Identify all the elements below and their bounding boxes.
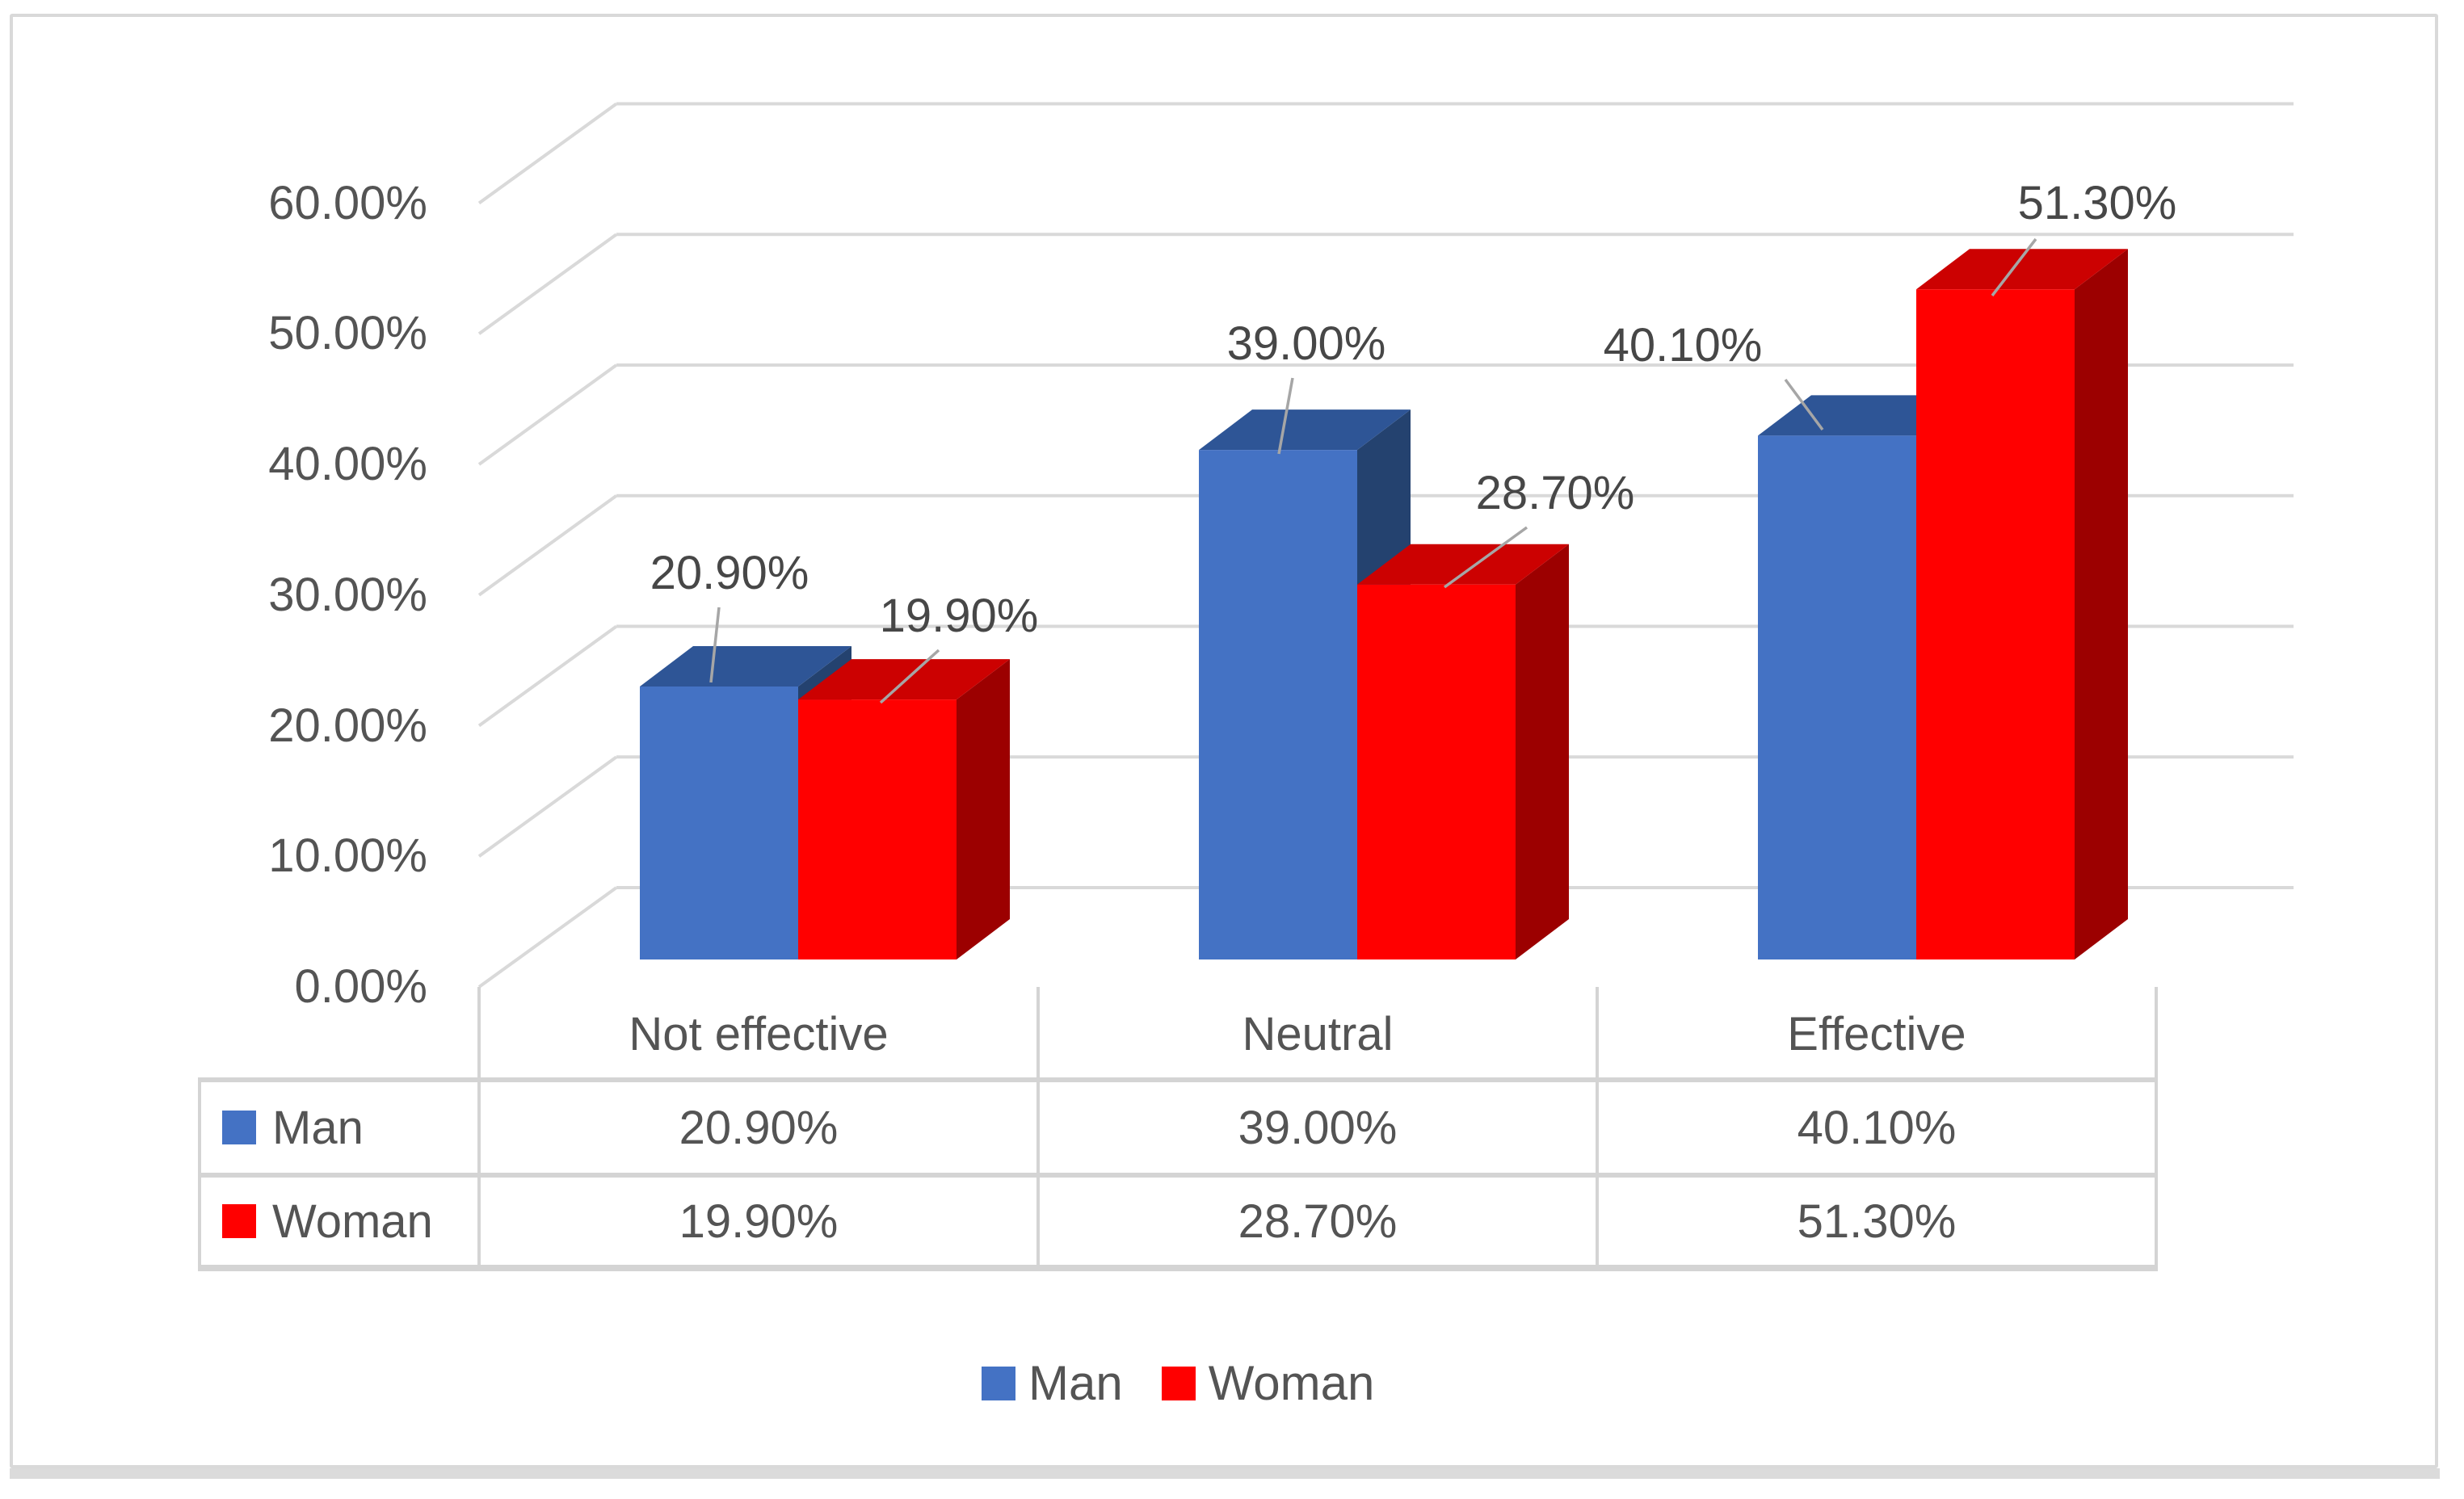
gridline-depth bbox=[477, 886, 618, 989]
table-value: 28.70% bbox=[1238, 1195, 1398, 1248]
data-label-leader-line bbox=[1277, 377, 1294, 455]
table-cell: 51.30% bbox=[1599, 1178, 2155, 1265]
woman-series-swatch-icon bbox=[222, 1204, 256, 1238]
table-border-vertical bbox=[477, 987, 481, 1271]
y-axis-tick-label: 10.00% bbox=[268, 829, 427, 883]
category-axis-label: Not effective bbox=[479, 990, 1038, 1077]
man-data-label-neutral: 39.00% bbox=[1226, 317, 1386, 370]
legend-label: Woman bbox=[1208, 1356, 1375, 1410]
woman-bar-not-effective-top bbox=[798, 659, 1010, 700]
gridline-depth bbox=[477, 102, 618, 205]
category-axis-label: Effective bbox=[1597, 990, 2156, 1077]
data-label-leader-line bbox=[709, 607, 721, 683]
woman-bar-effective-top bbox=[1916, 249, 2128, 290]
gridline-depth bbox=[477, 624, 618, 728]
table-cell: 19.90% bbox=[481, 1178, 1036, 1265]
table-border-vertical bbox=[2155, 987, 2158, 1271]
man-legend-swatch-icon bbox=[982, 1366, 1015, 1400]
y-axis-tick-label: 20.00% bbox=[268, 699, 427, 752]
man-data-label-effective: 40.10% bbox=[1603, 319, 1763, 372]
gridline-depth bbox=[477, 233, 618, 335]
man-bar-not-effective-top bbox=[640, 645, 851, 687]
table-cell: 28.70% bbox=[1040, 1178, 1596, 1265]
table-border-vertical bbox=[1596, 987, 1599, 1271]
y-axis-tick-label: 50.00% bbox=[268, 307, 427, 360]
table-row-label: Woman bbox=[272, 1195, 433, 1248]
table-cell: 40.10% bbox=[1599, 1082, 2155, 1173]
chart-legend: Man Woman bbox=[982, 1355, 1374, 1411]
woman-data-label-not-effective: 19.90% bbox=[879, 590, 1039, 642]
y-axis-tick-label: 40.00% bbox=[268, 438, 427, 490]
table-border-horizontal bbox=[198, 1265, 2158, 1271]
woman-bar-effective bbox=[1916, 289, 2075, 959]
table-value: 19.90% bbox=[679, 1195, 839, 1248]
y-axis-tick-label: 30.00% bbox=[268, 568, 427, 621]
man-series-swatch-icon bbox=[222, 1111, 256, 1144]
legend-entry-woman: Woman bbox=[1161, 1355, 1375, 1411]
table-row-label: Man bbox=[272, 1101, 364, 1154]
woman-bar-neutral bbox=[1357, 584, 1516, 959]
table-border-horizontal bbox=[198, 1077, 2158, 1082]
gridline-depth bbox=[477, 363, 618, 466]
table-value: 20.90% bbox=[679, 1101, 839, 1154]
data-label-leader-line bbox=[1443, 526, 1528, 589]
data-label-leader-line bbox=[879, 649, 940, 704]
category-axis-label: Neutral bbox=[1038, 990, 1597, 1077]
woman-bar-neutral-top bbox=[1357, 544, 1569, 585]
woman-bar-not-effective bbox=[798, 699, 957, 959]
table-border-vertical bbox=[1036, 987, 1040, 1271]
woman-bar-not-effective-side bbox=[957, 659, 1010, 959]
y-axis-tick-label: 0.00% bbox=[294, 960, 427, 1013]
y-axis-tick-label: 60.00% bbox=[268, 176, 427, 229]
table-value: 40.10% bbox=[1797, 1101, 1957, 1154]
table-value: 51.30% bbox=[1797, 1195, 1957, 1248]
bottom-edge-strip bbox=[10, 1468, 2440, 1479]
category-label-text: Neutral bbox=[1242, 1007, 1394, 1060]
data-label-leader-line bbox=[1991, 237, 2037, 297]
man-bar-effective bbox=[1758, 435, 1916, 959]
table-cell: 20.90% bbox=[481, 1082, 1036, 1173]
category-label-text: Effective bbox=[1787, 1007, 1966, 1060]
table-cell: 39.00% bbox=[1040, 1082, 1596, 1173]
data-label-leader-line bbox=[1784, 378, 1824, 431]
woman-data-label-effective: 51.30% bbox=[2017, 177, 2177, 229]
woman-legend-swatch-icon bbox=[1161, 1366, 1196, 1400]
man-bar-neutral bbox=[1199, 450, 1357, 959]
woman-bar-neutral-side bbox=[1516, 544, 1569, 959]
gridline-depth bbox=[477, 755, 618, 858]
legend-label: Man bbox=[1028, 1356, 1123, 1410]
table-row-header-man: Man bbox=[201, 1082, 477, 1173]
man-bar-not-effective bbox=[640, 686, 798, 959]
woman-bar-effective-side bbox=[2075, 249, 2128, 959]
woman-data-label-neutral: 28.70% bbox=[1475, 467, 1635, 519]
gridline-depth bbox=[477, 494, 618, 597]
man-bar-neutral-top bbox=[1199, 409, 1411, 451]
table-border-horizontal bbox=[198, 1173, 2158, 1178]
table-value: 39.00% bbox=[1238, 1101, 1398, 1154]
category-label-text: Not effective bbox=[629, 1007, 889, 1060]
table-row-header-woman: Woman bbox=[201, 1178, 477, 1265]
man-data-label-not-effective: 20.90% bbox=[650, 547, 809, 599]
legend-entry-man: Man bbox=[982, 1355, 1123, 1411]
